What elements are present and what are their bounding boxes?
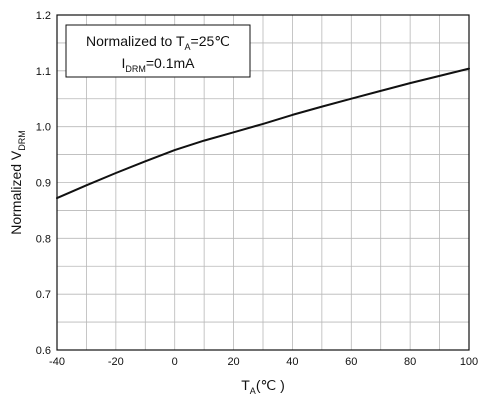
x-tick-label: 40 xyxy=(286,356,298,368)
x-tick-label: 60 xyxy=(345,356,357,368)
legend-line-2: IDRM=0.1mA xyxy=(121,55,195,74)
x-tick-label: 80 xyxy=(404,356,416,368)
x-tick-label: 20 xyxy=(227,356,239,368)
legend-line-2-suffix: =0.1mA xyxy=(146,55,195,71)
x-axis-title-main: T xyxy=(241,377,250,393)
y-tick-labels: 0.6 0.7 0.8 0.9 1.0 1.1 1.2 xyxy=(36,10,51,357)
x-tick-label: 100 xyxy=(460,356,478,368)
legend-line-2-prefix: I xyxy=(121,55,125,71)
series-line xyxy=(56,67,470,200)
legend-line-1-prefix: Normalized to T xyxy=(86,33,185,49)
y-tick-label: 1.2 xyxy=(36,10,51,22)
legend-frame xyxy=(65,24,251,78)
y-tick-label: 1.1 xyxy=(36,66,51,78)
plot-frame xyxy=(56,14,470,351)
x-axis-title: TA(℃ ) xyxy=(241,377,285,396)
legend-line-1: Normalized to TA=25℃ xyxy=(86,33,230,52)
series-layer xyxy=(56,67,470,200)
y-axis-title-main: Normalized V xyxy=(8,150,24,235)
legend-line-1-sub: A xyxy=(185,42,191,52)
y-tick-label: 0.7 xyxy=(36,289,51,301)
legend-line-2-sub: DRM xyxy=(125,64,146,74)
x-axis-title-unit: (℃ ) xyxy=(256,377,285,393)
y-tick-label: 0.9 xyxy=(36,178,51,190)
y-axis-title: Normalized VDRM xyxy=(8,130,27,235)
y-tick-label: 0.6 xyxy=(36,345,51,357)
y-tick-label: 0.8 xyxy=(36,233,51,245)
x-tick-labels: -40 -20 0 20 40 60 80 100 xyxy=(49,356,478,368)
x-tick-label: 0 xyxy=(172,356,178,368)
y-axis-title-sub: DRM xyxy=(17,130,27,151)
legend-box: Normalized to TA=25℃ IDRM=0.1mA xyxy=(65,24,251,78)
x-tick-label: -20 xyxy=(108,356,124,368)
legend-line-1-suffix: =25℃ xyxy=(191,33,230,49)
x-axis-title-sub: A xyxy=(250,386,256,396)
x-tick-label: -40 xyxy=(49,356,65,368)
y-tick-label: 1.0 xyxy=(36,122,51,134)
